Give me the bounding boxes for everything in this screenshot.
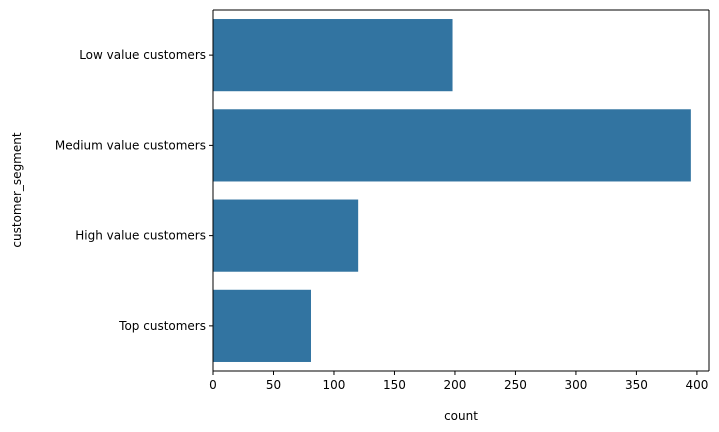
y-tick-label: Low value customers bbox=[79, 48, 206, 62]
x-tick-label: 200 bbox=[443, 378, 466, 392]
y-tick-label: Medium value customers bbox=[55, 138, 206, 152]
bar-medium-value-customers bbox=[213, 109, 691, 182]
x-tick-label: 100 bbox=[323, 378, 346, 392]
y-axis-label: customer_segment bbox=[10, 132, 24, 247]
bars-group bbox=[213, 19, 691, 362]
bar-top-customers bbox=[213, 289, 311, 362]
x-axis-label: count bbox=[444, 409, 478, 423]
x-tick-label: 300 bbox=[564, 378, 587, 392]
x-tick-label: 250 bbox=[504, 378, 527, 392]
x-tick-label: 50 bbox=[266, 378, 281, 392]
x-tick-group: 0 50 100 150 200 250 300 350 400 bbox=[209, 371, 708, 392]
y-tick-label: Top customers bbox=[118, 319, 206, 333]
y-tick-group: Low value customers Medium value customer… bbox=[55, 48, 213, 333]
x-tick-label: 150 bbox=[383, 378, 406, 392]
x-tick-label: 400 bbox=[685, 378, 708, 392]
bar-low-value-customers bbox=[213, 19, 453, 92]
y-tick-label: High value customers bbox=[75, 229, 206, 243]
x-tick-label: 350 bbox=[625, 378, 648, 392]
x-tick-label: 0 bbox=[209, 378, 217, 392]
bar-high-value-customers bbox=[213, 199, 359, 272]
